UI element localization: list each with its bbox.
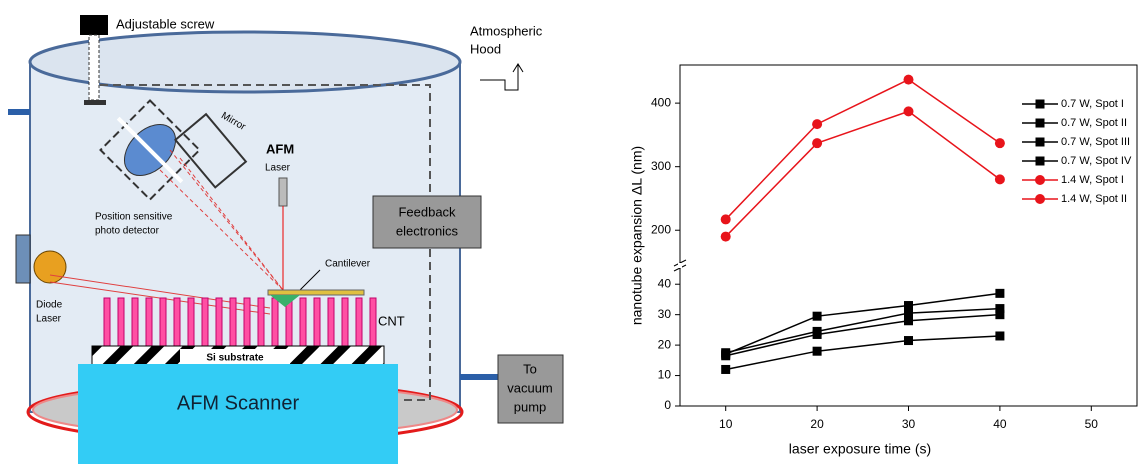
pump-box [497,354,564,424]
y-tick-label: 40 [658,276,672,290]
label: CNT [378,313,405,328]
x-tick-label: 50 [1085,417,1099,431]
legend-label: 0.7 W, Spot II [1061,117,1127,129]
marker [995,310,1005,320]
legend-label: 0.7 W, Spot III [1061,136,1130,148]
label: pump [514,399,547,414]
legend-label: 1.4 W, Spot I [1061,174,1124,186]
diode-mount [15,234,31,284]
marker [721,364,731,374]
y-tick-label: 30 [658,307,672,321]
legend-label: 1.4 W, Spot II [1061,193,1127,205]
x-tick-label: 20 [810,417,824,431]
x-tick-label: 30 [902,417,916,431]
y-tick-label: 200 [651,222,671,236]
y-axis-label: nanotube expansion ΔL (nm) [629,146,645,325]
laser-source [278,177,288,207]
y-tick-label: 20 [658,337,672,351]
legend-marker [1035,118,1045,128]
label: Hood [470,41,501,56]
screw-head [80,15,108,35]
label: vacuum [507,380,553,395]
label: AFM Scanner [177,392,300,414]
hood-top [28,30,462,94]
legend-marker [1035,156,1045,166]
screw [88,34,100,101]
marker [994,174,1005,185]
label: Si substrate [206,353,264,364]
y-tick-label: 300 [651,159,671,173]
mirror [173,112,248,189]
legend-marker [1035,137,1045,147]
x-axis-label: laser exposure time (s) [789,441,931,457]
series-line [725,307,1000,354]
legend-marker [1035,175,1045,185]
label: Feedback [398,204,456,219]
label: Atmospheric [470,23,543,38]
legend-marker [1035,99,1045,109]
pointer [299,269,321,291]
cantilever [267,289,365,296]
axis-break-gap [678,263,682,268]
substrate-label-bg [180,349,290,367]
legend-label: 0.7 W, Spot IV [1061,155,1132,167]
label: To [523,361,537,376]
marker [994,138,1005,149]
arrow [512,63,524,73]
legend-label: 0.7 W, Spot I [1061,98,1124,110]
series-line [725,313,1000,357]
marker [904,316,913,326]
diagram: Adjustable screw Atmospheric Hood Mirror… [8,15,564,464]
marker [812,311,822,321]
marker [995,304,1005,314]
marker [995,288,1005,298]
detector [99,99,201,201]
x-tick-label: 10 [719,417,733,431]
series-line [725,292,1000,355]
beam [159,149,284,291]
marker [903,74,914,85]
scanner [78,364,398,464]
marker [904,336,913,346]
label: Diode [36,300,63,311]
label: Laser [265,163,291,174]
tip [270,295,300,307]
label: Adjustable screw [116,16,215,31]
marker [812,346,822,356]
marker [904,308,913,318]
y-tick-label: 0 [664,398,671,412]
label: Cantilever [325,259,371,270]
diode [33,250,67,284]
series-line [725,110,1001,238]
y-tick-label: 10 [658,368,672,382]
frame [679,64,1138,407]
series-line [725,335,1000,371]
chart: 10 20 30 40 50 0 10 20 30 40 200 300 400 laser exposu… [629,64,1138,457]
marker [812,119,823,130]
legend-marker [1035,194,1045,204]
screw-tip [84,100,106,105]
marker [903,106,914,117]
marker [721,351,731,361]
label: Laser [36,314,62,325]
x-tick-label: 40 [993,417,1007,431]
marker [812,329,822,339]
series-line [725,78,1001,220]
marker [995,331,1005,341]
marker [904,301,913,311]
marker [720,214,731,225]
arrow [480,65,519,91]
feedback-box [372,195,482,249]
marker [720,231,731,242]
label: AFM [266,141,294,156]
marker [812,138,823,149]
label: photo detector [95,226,160,237]
y-tick-label: 400 [651,95,671,109]
cnt-array [103,297,377,347]
label: electronics [396,223,459,238]
label: Position sensitive [95,212,173,223]
